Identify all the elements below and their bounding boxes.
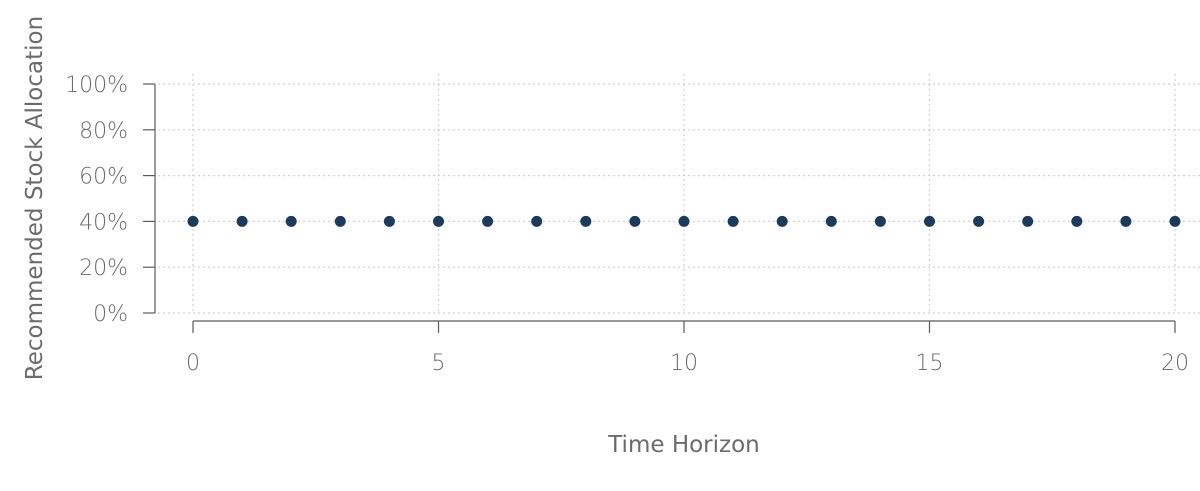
- x-axis-title: Time Horizon: [607, 432, 760, 458]
- data-point: [1022, 215, 1034, 227]
- data-point: [924, 215, 935, 227]
- y-tick-label: 0%: [93, 302, 128, 327]
- x-tick-label: 20: [1161, 351, 1189, 376]
- data-point: [531, 215, 543, 227]
- data-point: [973, 215, 985, 227]
- x-tick-label: 10: [670, 351, 698, 376]
- data-point: [776, 215, 788, 227]
- y-axis-ticks: 0% 20% 40% 60% 80% 100%: [65, 73, 155, 327]
- data-point: [1169, 215, 1181, 227]
- y-axis-title: Recommended Stock Allocation: [22, 16, 48, 380]
- data-point: [1120, 215, 1132, 227]
- data-point: [482, 215, 494, 227]
- data-point: [825, 215, 837, 227]
- data-point: [629, 215, 641, 227]
- y-tick-label: 20%: [79, 256, 128, 281]
- data-point: [383, 215, 395, 227]
- y-tick-label: 80%: [79, 119, 128, 144]
- y-tick-label: 60%: [79, 165, 128, 190]
- x-tick-label: 5: [432, 351, 446, 376]
- data-point: [1071, 215, 1083, 227]
- axes: [154, 84, 1175, 322]
- y-tick-label: 40%: [79, 210, 128, 235]
- data-points: [187, 215, 1181, 227]
- data-point: [334, 215, 346, 227]
- data-point: [874, 215, 886, 227]
- data-point: [678, 215, 690, 227]
- data-point: [236, 215, 248, 227]
- y-tick-label: 100%: [65, 73, 128, 98]
- x-axis-ticks: 0 5 10 15 20: [186, 321, 1189, 376]
- data-point: [285, 215, 297, 227]
- data-point: [727, 215, 739, 227]
- data-point: [187, 215, 199, 227]
- x-tick-label: 0: [186, 351, 200, 376]
- x-tick-label: 15: [916, 351, 944, 376]
- data-point: [580, 215, 592, 227]
- grid-lines: [158, 74, 1200, 314]
- data-point: [433, 215, 444, 227]
